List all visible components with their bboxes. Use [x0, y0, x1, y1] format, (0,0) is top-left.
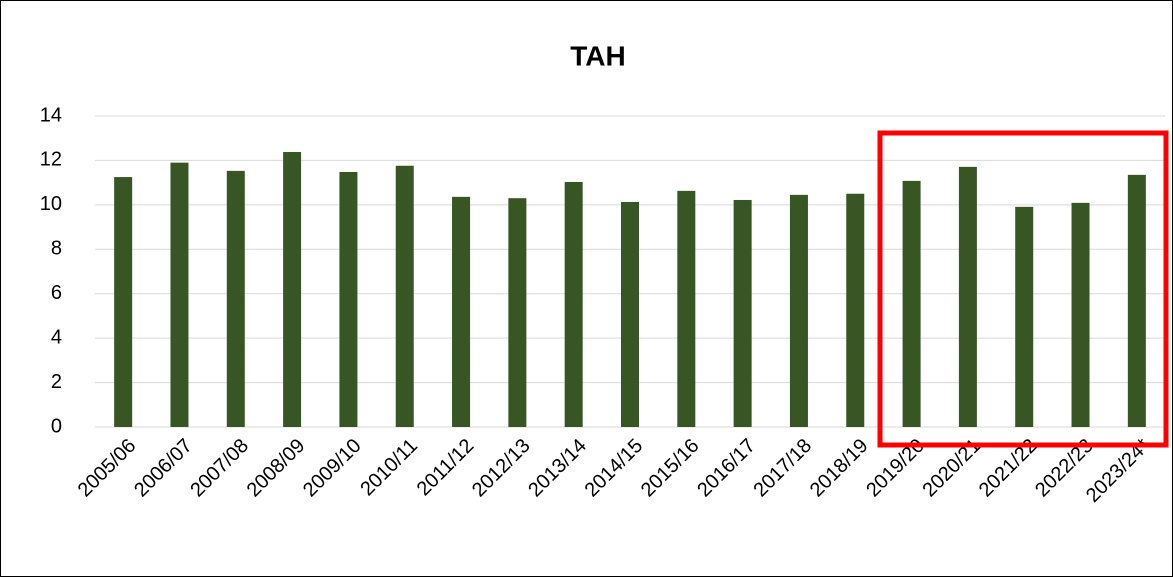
y-tick-label: 4 — [51, 326, 62, 348]
bar — [902, 180, 921, 427]
chart-title: TAH — [570, 40, 625, 71]
highlight-box — [877, 130, 1169, 448]
bar — [733, 199, 752, 427]
y-tick-label: 2 — [51, 371, 62, 393]
bar — [170, 162, 189, 427]
bar — [789, 194, 808, 427]
bar — [1015, 206, 1034, 427]
bar — [846, 193, 865, 427]
bar — [226, 170, 245, 427]
bar — [395, 165, 414, 427]
bar — [508, 198, 527, 427]
bar — [1127, 174, 1146, 427]
y-tick-label: 12 — [40, 149, 62, 171]
bar — [339, 171, 358, 427]
bar — [564, 181, 583, 427]
y-tick-label: 14 — [40, 104, 62, 126]
y-tick-label: 0 — [51, 415, 62, 437]
bar — [677, 190, 696, 427]
y-tick-label: 10 — [40, 193, 62, 215]
bar — [452, 196, 471, 427]
bar — [958, 166, 977, 427]
bar — [1071, 202, 1090, 427]
bar — [621, 201, 639, 427]
bar — [283, 151, 302, 428]
bar — [114, 177, 133, 427]
y-tick-label: 8 — [51, 238, 62, 260]
y-tick-label: 6 — [51, 282, 62, 304]
